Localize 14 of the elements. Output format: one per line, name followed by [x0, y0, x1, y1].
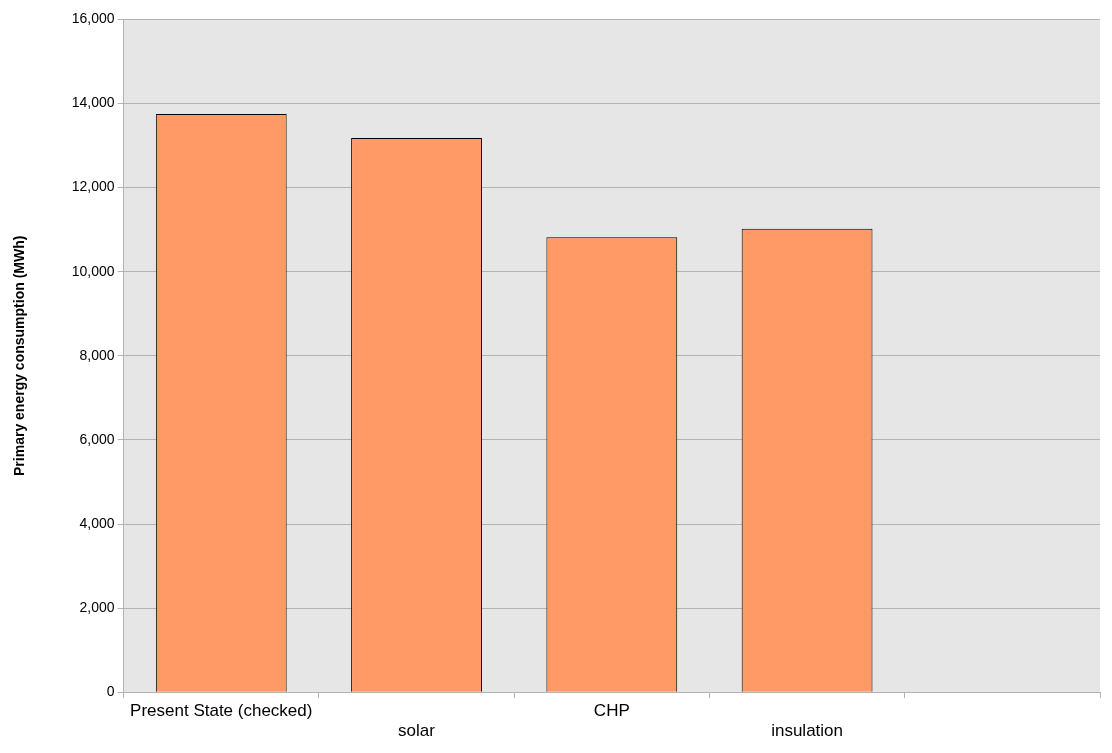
- y-tick-label: 0: [106, 683, 115, 700]
- y-tick-label: 2,000: [79, 598, 115, 615]
- y-tick-label: 6,000: [79, 430, 115, 447]
- y-tick-label: 4,000: [79, 514, 115, 531]
- x-tick-label: solar: [398, 721, 436, 741]
- y-tick-label: 10,000: [71, 262, 115, 279]
- x-tick-label: CHP: [593, 701, 630, 721]
- y-axis-title: Primary energy consumption (MWh): [11, 235, 28, 476]
- y-tick-label: 14,000: [71, 94, 115, 111]
- x-tick-label: Present State (checked): [130, 701, 313, 721]
- x-tick-label: insulation: [771, 721, 843, 741]
- y-tick-label: 8,000: [79, 346, 115, 363]
- y-tick-label: 12,000: [71, 178, 115, 195]
- y-tick-label: 16,000: [71, 10, 115, 27]
